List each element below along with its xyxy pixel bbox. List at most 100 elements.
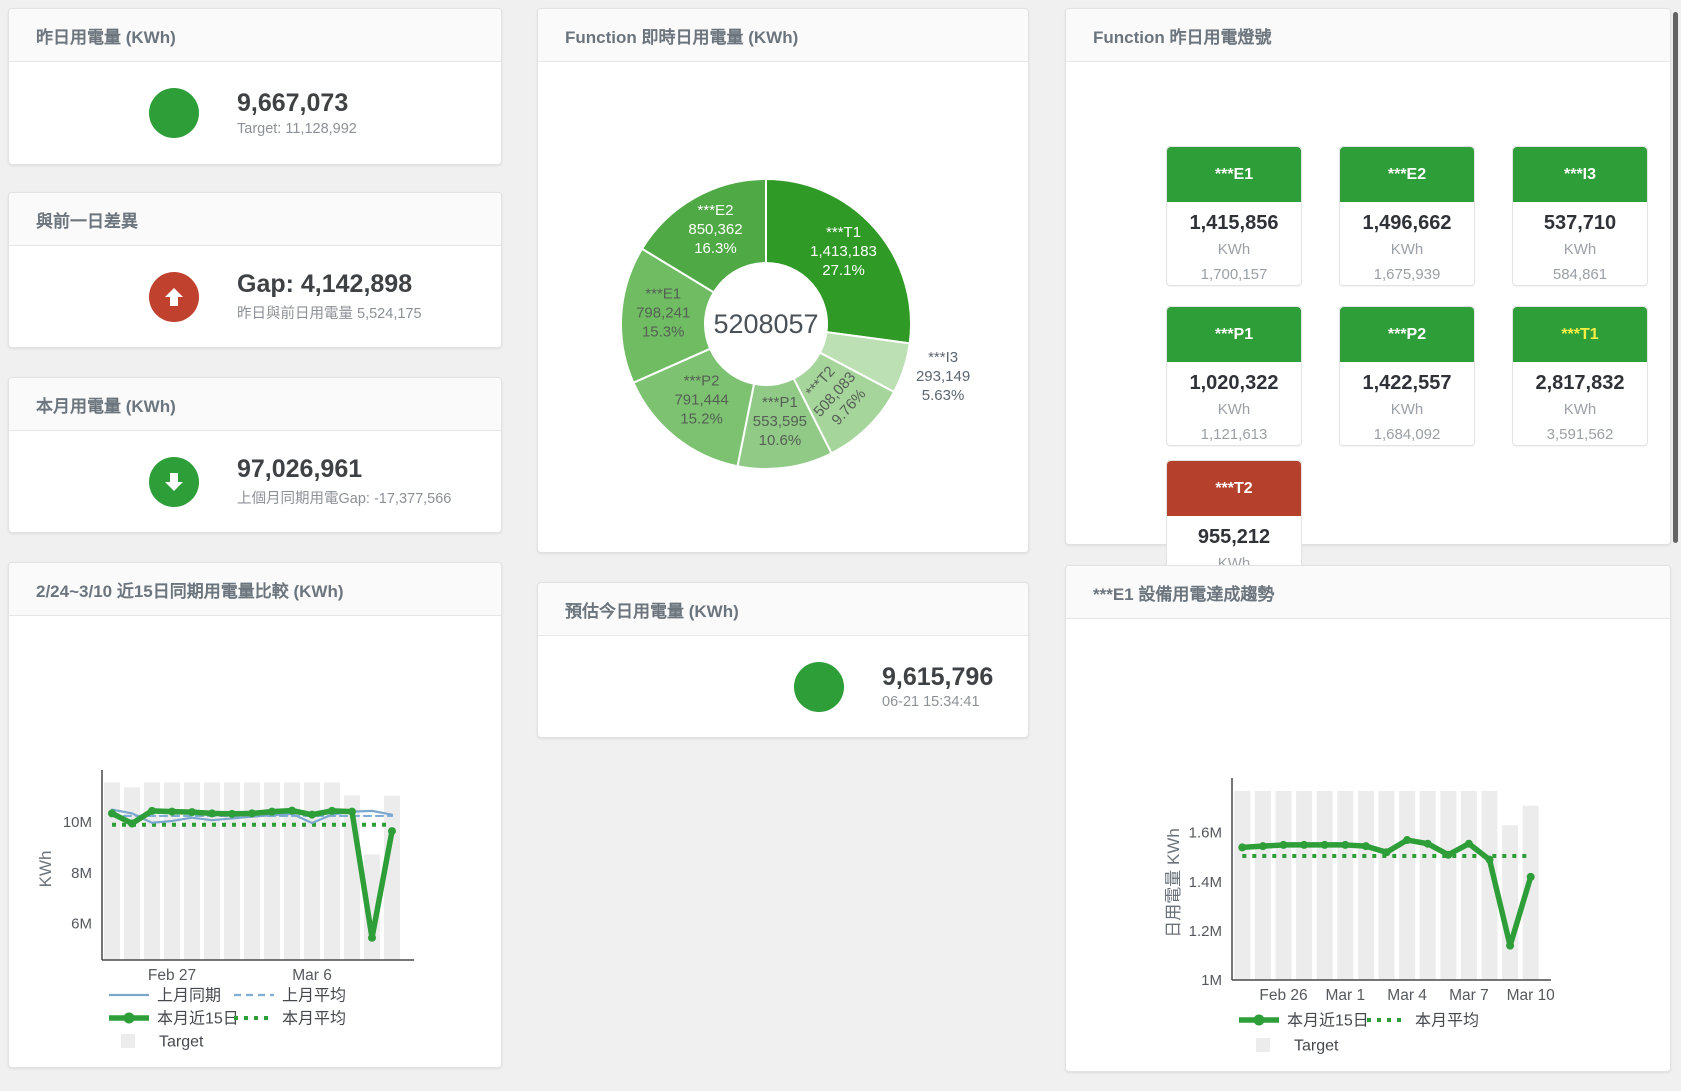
tile-value: 955,212 xyxy=(1197,526,1271,548)
tile-header: ***E2 xyxy=(1340,147,1474,202)
status-circle-icon xyxy=(149,88,199,138)
card-status-lights: Function 昨日用電燈號 ***E1 1,415,856 KWh 1,700,1… xyxy=(1065,8,1671,600)
status-tile-I3: ***I3 537,710 KWh 584,861 xyxy=(1512,146,1648,286)
status-tile-E2: ***E2 1,496,662 KWh 1,675,939 xyxy=(1339,146,1475,286)
tile-target-value: 1,121,613 xyxy=(1200,426,1268,443)
svg-text:本月近15日: 本月近15日 xyxy=(1287,1012,1369,1030)
status-tile-P2: ***P2 1,422,557 KWh 1,684,092 xyxy=(1339,306,1475,446)
card-month-usage: 本月用電量 (KWh) 97,026,961 上個月同期用電Gap: -17,3… xyxy=(8,377,502,533)
svg-text:KWh: KWh xyxy=(36,851,55,888)
tile-header: ***T1 xyxy=(1513,307,1647,362)
svg-text:8M: 8M xyxy=(71,865,92,882)
e1-trend-chart-svg[interactable]: 1M 1.2M 1.4M 1.6M Feb 26 Mar 1 Mar 4 Mar 7 Mar 1… xyxy=(1066,619,1670,1071)
tile-value: 1,496,662 xyxy=(1362,212,1452,234)
svg-text:1.2M: 1.2M xyxy=(1189,923,1222,940)
svg-text:本月平均: 本月平均 xyxy=(1415,1012,1479,1030)
status-lights-title: Function 昨日用電燈號 xyxy=(1066,9,1670,62)
status-circle-icon xyxy=(794,661,844,712)
card-day-gap: 與前一日差異 Gap: 4,142,898 昨日與前日用電量 5,524,175 xyxy=(8,192,502,348)
svg-text:Feb 27: Feb 27 xyxy=(148,967,196,984)
tile-unit: KWh xyxy=(1217,241,1251,258)
card-compare-chart: 2/24~3/10 近15日同期用電量比較 (KWh) 6M 8M 10M Feb 2… xyxy=(8,562,502,1068)
status-tile-T1: ***T1 2,817,832 KWh 3,591,562 xyxy=(1512,306,1648,446)
yesterday-usage-value: 9,667,073 xyxy=(237,89,349,118)
card-estimate-today: 預估今日用電量 (KWh) 9,615,796 06-21 15:34:41 xyxy=(537,582,1029,738)
svg-text:6M: 6M xyxy=(71,915,92,932)
donut-chart-svg[interactable]: ***T1 1,413,183 27.1% ***I3 293,149 5.63% ***T… xyxy=(538,62,1028,552)
month-usage-gap: 上個月同期用電Gap: -17,377,566 xyxy=(237,490,452,507)
estimate-timestamp: 06-21 15:34:41 xyxy=(882,694,980,711)
card-yesterday-body: 9,667,073 Target: 11,128,992 xyxy=(9,62,501,164)
tile-value: 2,817,832 xyxy=(1535,372,1625,394)
panel-scrollbar-thumb[interactable] xyxy=(1673,12,1678,543)
card-day-gap-body: Gap: 4,142,898 昨日與前日用電量 5,524,175 xyxy=(9,246,501,347)
card-realtime-donut: Function 即時日用電量 (KWh) ***T1 1,413,183 27.1… xyxy=(537,8,1029,553)
svg-text:Mar 7: Mar 7 xyxy=(1449,987,1489,1004)
svg-text:1.6M: 1.6M xyxy=(1189,825,1222,842)
yesterday-usage-target: Target: 11,128,992 xyxy=(237,120,357,137)
svg-text:本月近15日: 本月近15日 xyxy=(157,1010,239,1028)
compare-chart-title: 2/24~3/10 近15日同期用電量比較 (KWh) xyxy=(9,563,501,616)
arrow-up-icon xyxy=(149,271,199,322)
tile-unit: KWh xyxy=(1563,401,1597,418)
status-tile-E1: ***E1 1,415,856 KWh 1,700,157 xyxy=(1166,146,1302,286)
day-gap-value: Gap: 4,142,898 xyxy=(237,270,413,299)
svg-text:Mar 1: Mar 1 xyxy=(1325,987,1365,1004)
tile-header: ***P1 xyxy=(1167,307,1301,362)
svg-text:上月同期: 上月同期 xyxy=(157,987,221,1005)
tile-header: ***E1 xyxy=(1167,147,1301,202)
estimate-value: 9,615,796 xyxy=(882,662,994,691)
svg-text:上月平均: 上月平均 xyxy=(282,987,346,1005)
svg-text:Target: Target xyxy=(1294,1038,1339,1055)
svg-text:Mar 4: Mar 4 xyxy=(1387,987,1427,1004)
svg-text:Mar 10: Mar 10 xyxy=(1507,987,1556,1004)
tile-target-value: 584,861 xyxy=(1552,266,1608,283)
estimate-body: 9,615,796 06-21 15:34:41 xyxy=(538,636,1028,737)
day-gap-sub: 昨日與前日用電量 5,524,175 xyxy=(237,305,422,322)
tile-value: 1,415,856 xyxy=(1189,212,1279,234)
tile-target-value: 3,591,562 xyxy=(1546,426,1614,443)
svg-text:1.4M: 1.4M xyxy=(1189,874,1222,891)
svg-text:本月平均: 本月平均 xyxy=(282,1010,346,1028)
svg-text:Target: Target xyxy=(159,1034,204,1051)
status-tiles-grid: ***E1 1,415,856 KWh 1,700,157 ***E2 1,496,662… xyxy=(1066,62,1670,600)
tile-header: ***I3 xyxy=(1513,147,1647,202)
status-tile-P1: ***P1 1,020,322 KWh 1,121,613 xyxy=(1166,306,1302,446)
tile-unit: KWh xyxy=(1217,401,1251,418)
month-usage-value: 97,026,961 xyxy=(237,455,363,484)
card-yesterday-title: 昨日用電量 (KWh) xyxy=(9,9,501,62)
tile-target-value: 1,700,157 xyxy=(1200,266,1268,283)
tile-header: ***T2 xyxy=(1167,461,1301,516)
tile-value: 537,710 xyxy=(1543,212,1617,234)
donut-chart-title: Function 即時日用電量 (KWh) xyxy=(538,9,1028,62)
card-month-body: 97,026,961 上個月同期用電Gap: -17,377,566 xyxy=(9,431,501,532)
estimate-title: 預估今日用電量 (KWh) xyxy=(538,583,1028,636)
card-month-title: 本月用電量 (KWh) xyxy=(9,378,501,431)
svg-text:Mar 6: Mar 6 xyxy=(292,967,332,984)
card-day-gap-title: 與前一日差異 xyxy=(9,193,501,246)
card-e1-trend: ***E1 設備用電達成趨勢 1M 1.2M 1.4M 1.6M Feb 26 Mar 1… xyxy=(1065,565,1671,1072)
svg-text:日用電量 KWh: 日用電量 KWh xyxy=(1164,828,1183,938)
tile-value: 1,020,322 xyxy=(1189,372,1279,394)
svg-text:1M: 1M xyxy=(1201,972,1222,989)
svg-text:10M: 10M xyxy=(63,814,92,831)
tile-unit: KWh xyxy=(1563,241,1597,258)
tile-target-value: 1,684,092 xyxy=(1373,426,1441,443)
svg-text:***T2508,0839.76%: ***T2508,0839.76% xyxy=(796,356,873,433)
tile-unit: KWh xyxy=(1390,401,1424,418)
tile-value: 1,422,557 xyxy=(1362,372,1452,394)
svg-text:5208057: 5208057 xyxy=(713,309,818,339)
svg-text:Feb 26: Feb 26 xyxy=(1259,987,1307,1004)
e1-trend-title: ***E1 設備用電達成趨勢 xyxy=(1066,566,1670,619)
tile-header: ***P2 xyxy=(1340,307,1474,362)
tile-unit: KWh xyxy=(1390,241,1424,258)
arrow-down-icon xyxy=(149,456,199,507)
